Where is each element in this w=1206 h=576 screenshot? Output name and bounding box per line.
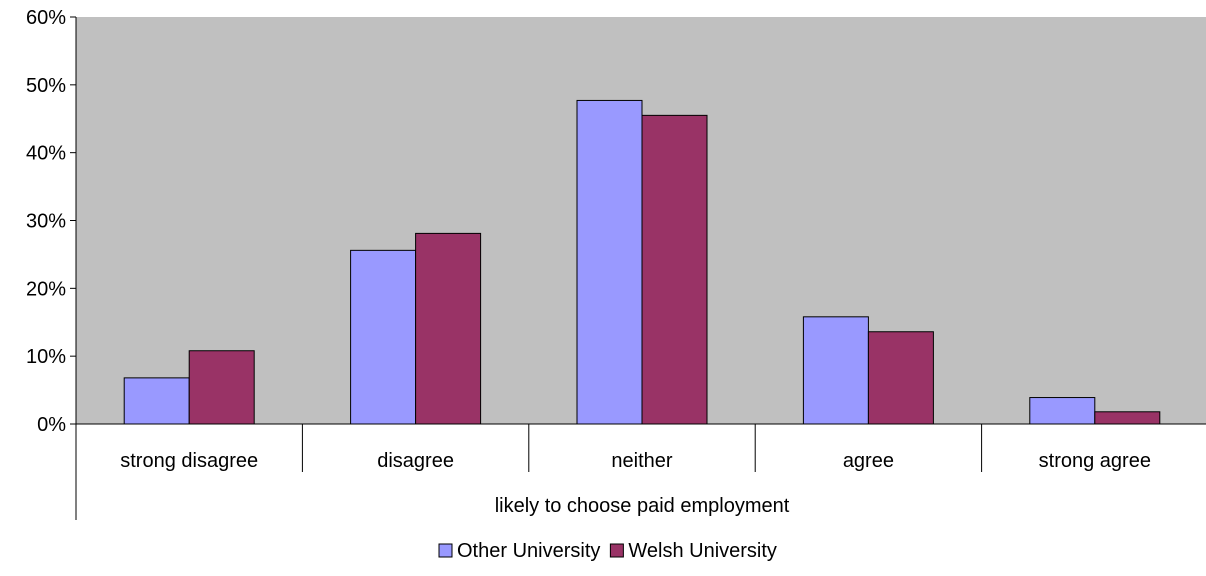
bar	[1029, 397, 1096, 425]
bar	[867, 331, 934, 425]
bar	[641, 114, 708, 425]
bar	[802, 316, 869, 425]
legend-swatch	[438, 543, 453, 558]
y-tick-label: 50%	[26, 75, 66, 97]
legend: Other University Welsh University	[438, 540, 777, 562]
y-tick-label: 20%	[26, 278, 66, 300]
bar	[576, 99, 643, 425]
legend-swatch	[609, 543, 624, 558]
y-tick-label: 40%	[26, 143, 66, 165]
group-label: likely to choose paid employment	[495, 495, 790, 517]
y-tick-label: 60%	[26, 7, 66, 29]
x-category-label: neither	[611, 450, 672, 472]
bar	[350, 249, 417, 425]
y-tick-label: 30%	[26, 211, 66, 233]
x-category-label: disagree	[377, 450, 454, 472]
x-axis-categories: strong disagree disagree neither agree stron…	[120, 424, 1151, 472]
bar	[1094, 411, 1161, 425]
legend-label: Other University	[457, 540, 600, 562]
bar	[123, 377, 190, 425]
y-axis-ticks: 0% 10% 20% 30% 40% 50% 60%	[26, 7, 76, 436]
bar	[188, 350, 255, 425]
y-tick-label: 0%	[37, 414, 66, 436]
y-tick-label: 10%	[26, 346, 66, 368]
x-category-label: strong disagree	[120, 450, 258, 472]
legend-label: Welsh University	[628, 540, 777, 562]
bar	[415, 232, 482, 425]
x-category-label: strong agree	[1039, 450, 1151, 472]
x-category-label: agree	[843, 450, 894, 472]
